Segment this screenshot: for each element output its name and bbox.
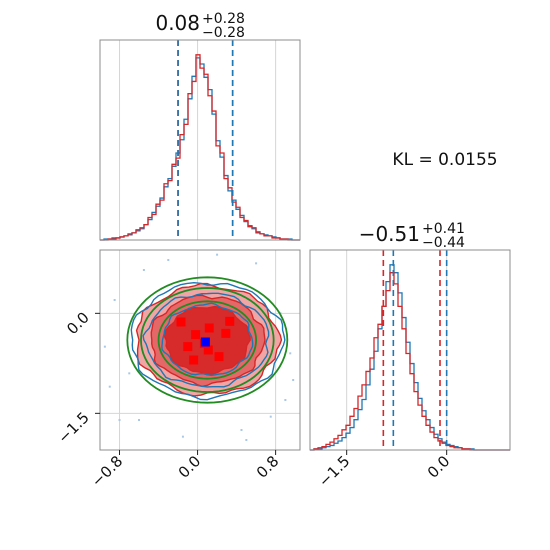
marginal-histogram-y-panel: −1.5 0.0 −0.51 +0.41 −0.44 bbox=[309, 221, 511, 491]
y-tick-label: −1.5 bbox=[54, 408, 92, 446]
red-marker bbox=[221, 328, 231, 338]
scatter-point bbox=[269, 415, 272, 418]
histogram-series-red bbox=[100, 54, 300, 241]
quantile-lines bbox=[382, 250, 448, 450]
blue-contour-level bbox=[161, 302, 254, 377]
green-contour-level bbox=[157, 300, 258, 380]
red-marker bbox=[183, 342, 193, 352]
y-tick-label: 0.0 bbox=[63, 308, 93, 338]
scatter-point bbox=[108, 385, 111, 388]
scatter-point bbox=[240, 429, 243, 431]
title-x-median: 0.08 bbox=[155, 11, 200, 35]
title-x-upper: +0.28 bbox=[202, 11, 245, 27]
red-marker bbox=[225, 316, 235, 326]
histogram-steps bbox=[310, 264, 510, 451]
scatter-point bbox=[216, 253, 219, 256]
x-tick-label: 0.0 bbox=[175, 452, 205, 482]
scatter-point bbox=[181, 435, 184, 438]
joint-contour-panel: −0.8 0.0 0.8 0.0 −1.5 bbox=[54, 249, 301, 491]
x-tick-label: −1.5 bbox=[315, 452, 353, 490]
scatter-point bbox=[292, 379, 295, 381]
title-y-upper: +0.41 bbox=[422, 221, 465, 237]
blue-contour-level bbox=[142, 292, 270, 388]
scatter-point bbox=[167, 259, 170, 261]
blue-contour-level bbox=[130, 282, 286, 401]
red-marker bbox=[191, 330, 201, 340]
scatter-point bbox=[103, 345, 106, 348]
scatter-point bbox=[284, 399, 287, 401]
scatter-point bbox=[142, 269, 145, 271]
scatter-point bbox=[118, 419, 121, 421]
marginal-histogram-x-panel: 0.08 +0.28 −0.28 bbox=[99, 11, 301, 241]
histogram-series-red bbox=[310, 272, 510, 451]
panel-frame bbox=[99, 39, 301, 241]
red-marker bbox=[204, 323, 214, 333]
panel-frame bbox=[309, 249, 511, 451]
title-x-lower: −0.28 bbox=[202, 25, 245, 41]
scatter-point bbox=[113, 299, 116, 301]
grid-lines bbox=[119, 40, 277, 240]
scatter-point bbox=[138, 419, 141, 421]
red-marker bbox=[214, 352, 224, 362]
x-tick-label: 0.8 bbox=[253, 452, 283, 482]
scatter-point bbox=[245, 439, 248, 441]
title-y-lower: −0.44 bbox=[422, 235, 465, 251]
scatter-point bbox=[128, 372, 131, 375]
contour-body bbox=[103, 253, 295, 441]
histogram-series-blue bbox=[100, 57, 300, 241]
scatter-point bbox=[255, 262, 258, 265]
scatter-point bbox=[289, 352, 292, 355]
title-y-median: −0.51 bbox=[359, 222, 420, 246]
red-marker bbox=[176, 317, 186, 327]
red-marker bbox=[203, 345, 213, 355]
green-contour-level bbox=[140, 287, 275, 393]
quantile-lines bbox=[177, 40, 234, 240]
green-contour-level bbox=[126, 276, 289, 404]
panel-frame bbox=[99, 249, 301, 451]
red-marker bbox=[189, 355, 199, 365]
blue-marker bbox=[200, 337, 210, 347]
x-tick-label: 0.0 bbox=[424, 452, 454, 482]
axis-ticks: −1.5 0.0 bbox=[315, 450, 453, 491]
kl-divergence-label: KL = 0.0155 bbox=[392, 150, 497, 170]
x-tick-label: −0.8 bbox=[88, 452, 126, 490]
grid-lines bbox=[346, 250, 448, 450]
histogram-steps bbox=[100, 54, 300, 241]
